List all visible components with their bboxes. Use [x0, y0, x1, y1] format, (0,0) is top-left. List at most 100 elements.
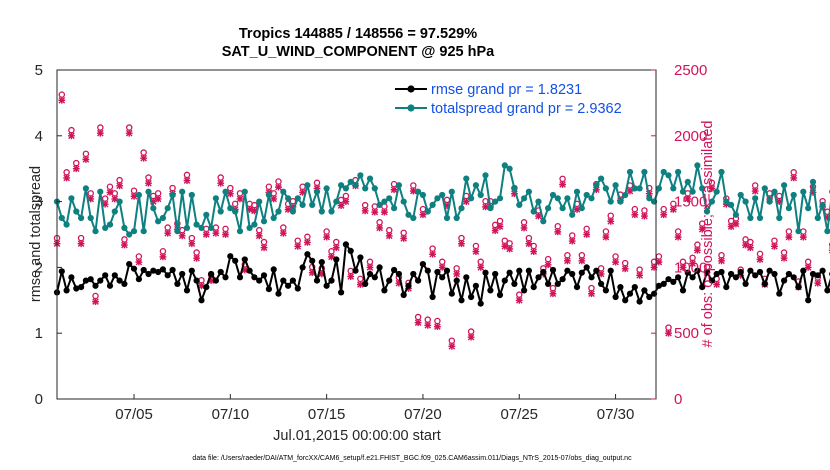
obs-assimilated-marker [751, 187, 759, 195]
legend-box [393, 76, 655, 120]
rmse-point [203, 284, 210, 291]
rmse-point [655, 282, 663, 289]
rmse-point [208, 270, 215, 278]
y2-axis-label: # of obs: o=possible; ×=assimilated [700, 121, 716, 348]
obs-assimilated-marker [246, 206, 254, 213]
totalspread-point [443, 214, 451, 222]
totalspread-point [97, 188, 104, 195]
rmse-point [747, 267, 754, 274]
obs-assimilated-marker [588, 290, 595, 298]
obs-assimilated-marker [356, 281, 364, 288]
totalspread-point [227, 205, 234, 212]
rmse-point [573, 284, 581, 291]
totalspread-point [545, 205, 552, 212]
rmse-point [723, 284, 730, 291]
obs-assimilated-marker [804, 264, 812, 271]
rmse-point [323, 282, 330, 289]
y-tick-label: 2 [35, 259, 43, 276]
rmse-point [140, 266, 147, 274]
rmse-point [569, 270, 576, 278]
obs-assimilated-marker [448, 342, 456, 350]
rmse-point [97, 277, 104, 284]
totalspread-point [578, 205, 585, 212]
totalspread-point [670, 185, 677, 192]
totalspread-point [424, 208, 431, 215]
totalspread-point [121, 224, 128, 231]
totalspread-point [612, 182, 619, 189]
totalspread-point [260, 218, 268, 225]
rmse-point [554, 280, 561, 287]
obs-assimilated-marker [482, 203, 489, 211]
obs-assimilated-marker [347, 273, 355, 281]
rmse-point [410, 270, 417, 278]
totalspread-point [323, 185, 330, 192]
totalspread-point [593, 182, 600, 189]
obs-assimilated-marker [626, 187, 634, 195]
obs-assimilated-marker [578, 257, 586, 265]
totalspread-point [583, 191, 590, 199]
totalspread-point [212, 195, 219, 202]
x-tick-label: 07/30 [597, 406, 635, 423]
rmse-point [121, 280, 128, 287]
totalspread-point [395, 182, 402, 189]
totalspread-point [183, 224, 191, 231]
totalspread-point [795, 228, 802, 235]
totalspread-point [732, 211, 740, 218]
totalspread-point [684, 178, 691, 185]
rmse-point [641, 287, 648, 294]
totalspread-point [439, 191, 446, 199]
obs-assimilated-marker [101, 200, 109, 208]
rmse-series [53, 241, 830, 307]
rmse-point [521, 287, 528, 294]
totalspread-point [208, 224, 215, 231]
rmse-point [583, 264, 590, 271]
totalspread-point [675, 168, 682, 176]
rmse-point [304, 251, 311, 258]
obs-assimilated-marker [318, 270, 326, 278]
obs-assimilated-marker [414, 319, 422, 327]
obs-assimilated-marker [366, 264, 374, 271]
obs-assimilated-marker [72, 165, 80, 173]
rmse-point [805, 297, 812, 304]
obs-assimilated-marker [313, 185, 321, 192]
totalspread-point [169, 191, 176, 199]
obs-assimilated-marker [689, 260, 696, 267]
obs-assimilated-marker [178, 232, 186, 240]
obs-assimilated-marker [780, 254, 788, 262]
obs-assimilated-marker [395, 279, 403, 287]
legend-rmse-marker [407, 85, 415, 93]
rmse-point [776, 290, 783, 297]
totalspread-point [256, 198, 263, 205]
obs-assimilated-marker [361, 207, 369, 215]
totalspread-point [511, 185, 518, 192]
rmse-point [477, 300, 484, 307]
obs-assimilated-marker [284, 206, 292, 213]
legend: rmse grand pr = 1.8231 totalspread grand… [393, 76, 655, 120]
obs-assimilated-marker [564, 257, 571, 265]
rmse-point [328, 277, 335, 284]
obs-assimilated-marker [308, 269, 316, 277]
rmse-point [699, 284, 706, 291]
rmse-point [198, 297, 205, 304]
rmse-point [703, 268, 711, 276]
totalspread-point [728, 201, 735, 208]
totalspread-point [646, 195, 653, 202]
totalspread-point [737, 191, 744, 199]
obs-assimilated-marker [506, 245, 514, 253]
rmse-point [275, 290, 282, 297]
rmse-point [174, 280, 181, 287]
totalspread-point [448, 188, 455, 195]
totalspread-point [468, 195, 475, 202]
totalspread-point [631, 185, 638, 192]
totalspread-point [299, 201, 306, 208]
x-tick-label: 07/25 [500, 406, 538, 423]
rmse-point [549, 266, 557, 274]
rmse-point [68, 274, 75, 281]
totalspread-point [386, 195, 393, 202]
totalspread-point [126, 231, 133, 238]
totalspread-point [87, 214, 94, 222]
obs-assimilated-marker [746, 244, 754, 252]
obs-assimilated-marker [68, 132, 75, 140]
totalspread-point [130, 228, 138, 235]
totalspread-point [487, 205, 494, 212]
